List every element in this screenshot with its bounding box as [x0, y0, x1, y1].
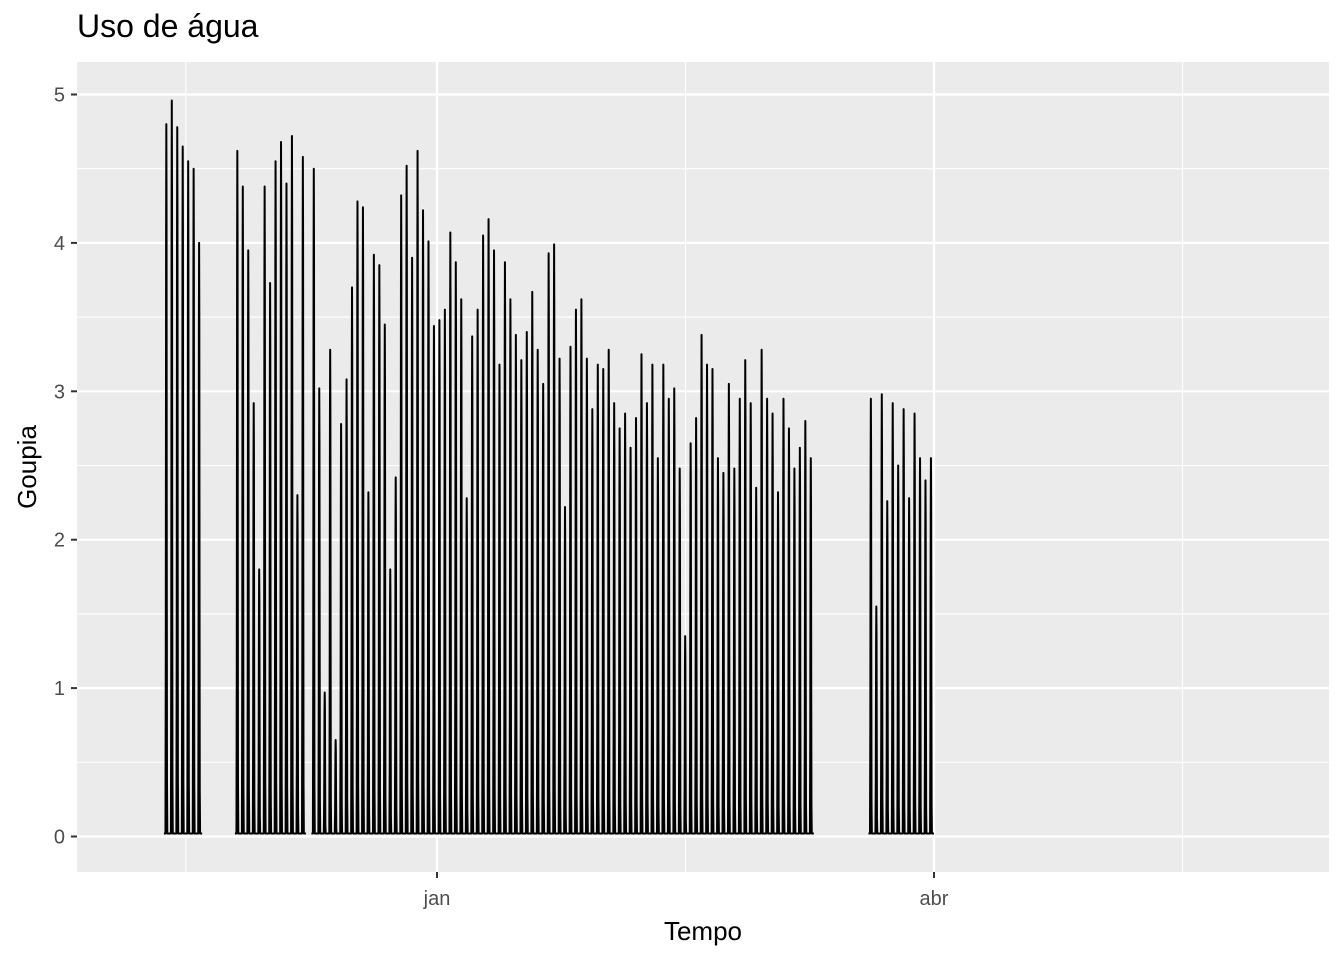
y-tick-label: 5 [54, 85, 65, 107]
y-tick-label: 3 [54, 381, 65, 403]
x-axis: jan abr [423, 872, 949, 910]
y-tick-label: 0 [54, 827, 65, 849]
y-axis: 0 1 2 3 4 5 [54, 85, 77, 849]
series-line-segment [311, 149, 814, 835]
x-tick-label: abr [920, 888, 949, 910]
y-tick-label: 1 [54, 678, 65, 700]
x-axis-title: Tempo [664, 916, 742, 946]
y-axis-title: Goupia [12, 425, 42, 509]
series-line-segment [163, 99, 203, 835]
y-tick-label: 2 [54, 530, 65, 552]
series-water-use [163, 99, 934, 835]
series-line-segment [868, 393, 934, 835]
y-tick-label: 4 [54, 233, 65, 255]
chart-title: Uso de água [77, 8, 259, 44]
x-tick-label: jan [423, 888, 451, 910]
series-line-segment [234, 135, 306, 835]
